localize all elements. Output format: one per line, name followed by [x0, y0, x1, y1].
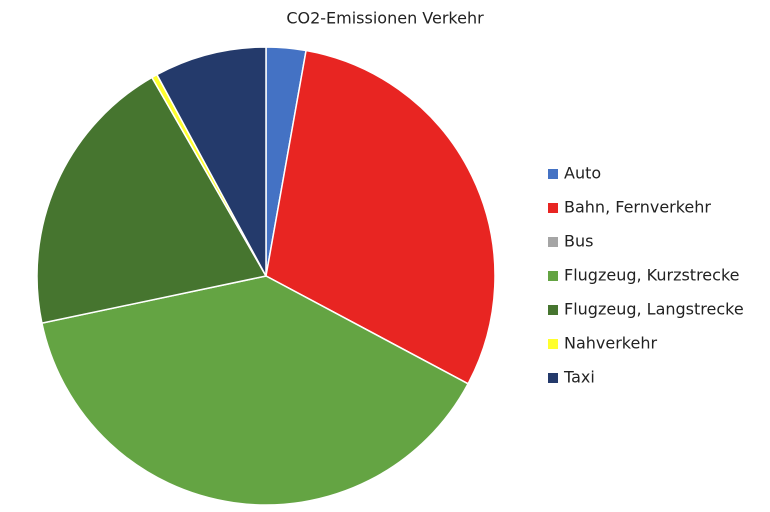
legend-label: Flugzeug, Langstrecke — [564, 300, 744, 319]
legend-label: Nahverkehr — [564, 334, 657, 353]
legend-swatch — [548, 203, 558, 213]
legend-swatch — [548, 339, 558, 349]
pie-slice — [265, 49, 496, 385]
pie-slice — [41, 275, 470, 506]
legend-swatch — [548, 373, 558, 383]
legend-label: Flugzeug, Kurzstrecke — [564, 266, 739, 285]
legend-label: Auto — [564, 164, 601, 183]
legend-swatch — [548, 305, 558, 315]
legend-label: Taxi — [563, 368, 595, 387]
legend-swatch — [548, 169, 558, 179]
legend-swatch — [548, 271, 558, 281]
pie-slice — [36, 76, 268, 325]
legend-label: Bus — [564, 232, 593, 251]
legend-swatch — [548, 237, 558, 247]
legend-label: Bahn, Fernverkehr — [564, 198, 711, 217]
chart-title: CO2-Emissionen Verkehr — [286, 9, 484, 28]
pie-slice — [155, 46, 267, 277]
